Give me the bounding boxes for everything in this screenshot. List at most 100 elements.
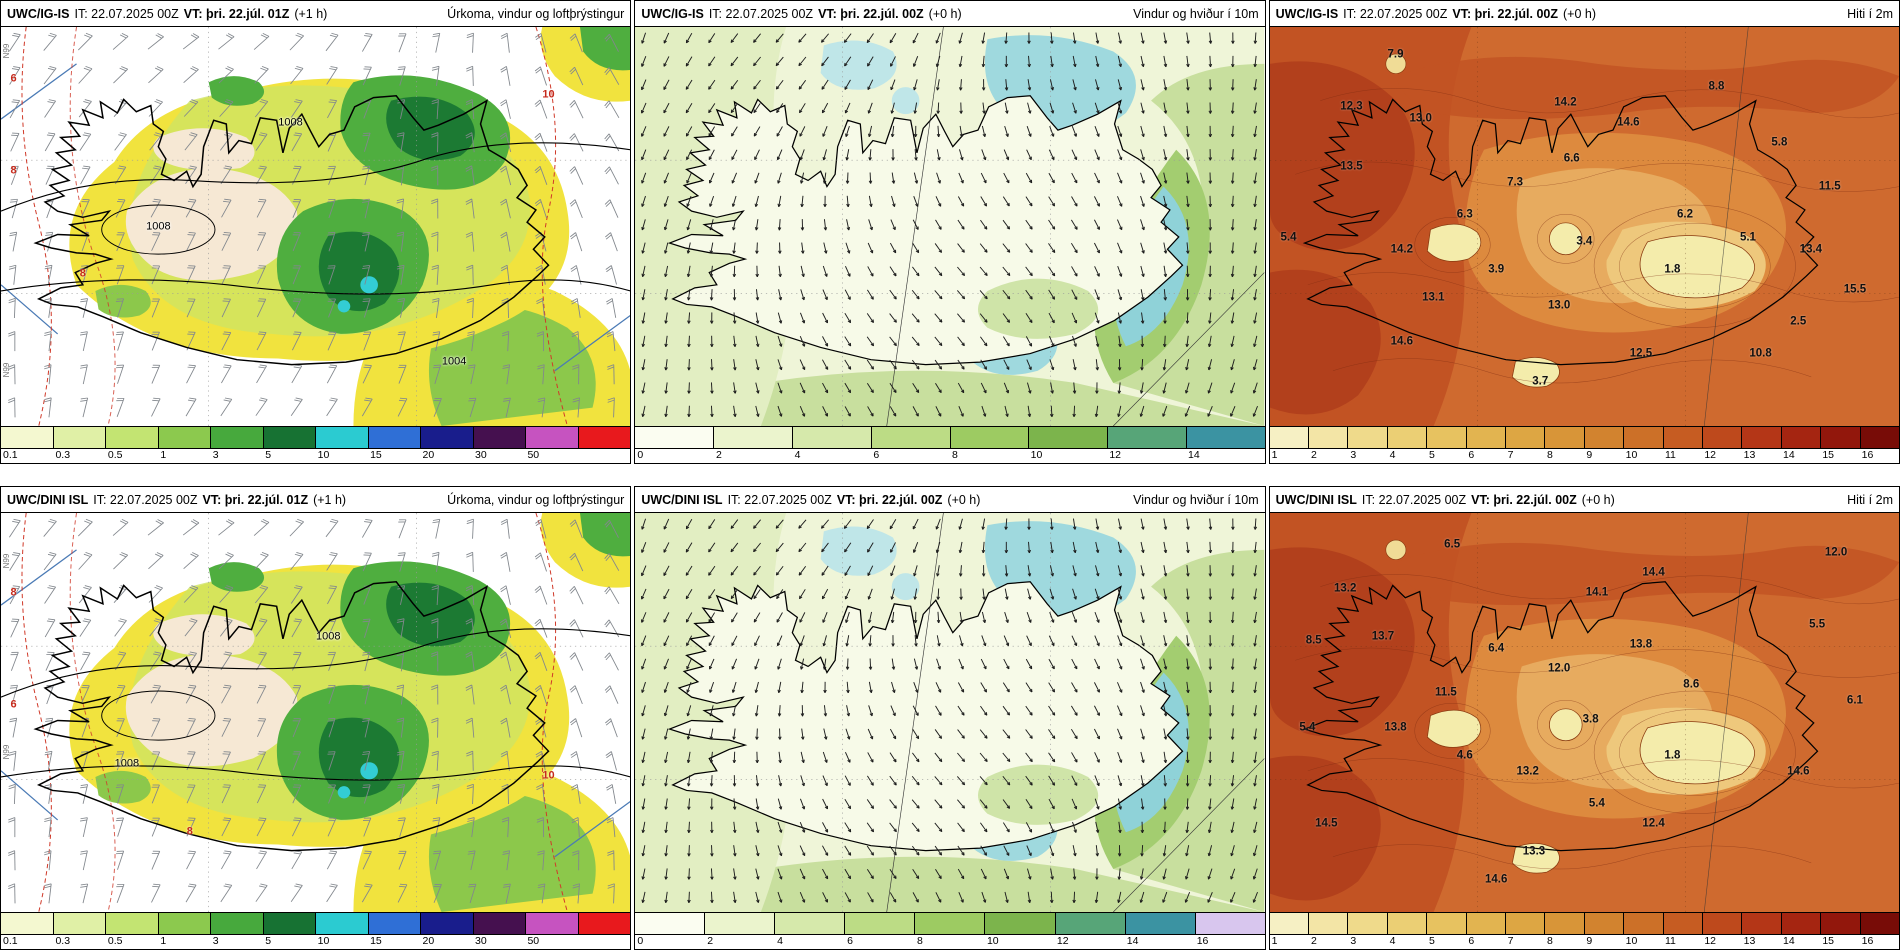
colorbar-tick-label: 12	[1109, 449, 1121, 461]
valid-time: VT: þri. 22.júl. 00Z	[818, 6, 924, 21]
colorbar-tick-label: 0	[637, 449, 644, 461]
colorbar-tick-label: 20	[422, 935, 435, 947]
colorbar-segment	[1029, 427, 1109, 448]
colorbar-tick-label: 10	[1625, 935, 1638, 947]
colorbar-tick-label: 15	[1822, 449, 1834, 461]
colorbar-tick-label: 10	[317, 935, 330, 947]
map-temp-dini: 6.5 12.0 13.2 14.1 14.4 5.5 8.5 13.7 6.4 12.0 13.8…	[1269, 512, 1899, 912]
colorbar-segment	[1309, 427, 1349, 448]
colorbar-segment	[1781, 427, 1822, 448]
colorbar-segment	[1195, 913, 1265, 934]
map-canvas	[1, 27, 630, 426]
colorbar-segment	[635, 427, 715, 448]
colorbar-tick-label: 12	[1704, 449, 1716, 461]
colorbar-segment	[53, 427, 107, 448]
colorbar-segment	[845, 913, 916, 934]
model-name: UWC/IG-IS	[641, 6, 704, 21]
colorbar-precipitation: 0.1 0.3 0.5 1 3 5 10 15 20 30 50	[1, 426, 631, 463]
valid-time: VT: þri. 22.júl. 00Z	[836, 492, 943, 507]
colorbar-tick-label: 10	[1030, 449, 1043, 461]
colorbar-tick-label: 2	[707, 935, 714, 947]
panel-wind-dini: UWC/DINI ISL IT: 22.07.2025 00Z VT: þri.…	[634, 486, 1266, 950]
colorbar-segment	[158, 913, 212, 934]
colorbar-tick-label: 13	[1743, 935, 1756, 947]
run-info: UWC/IG-IS IT: 22.07.2025 00Z VT: þri. 22…	[7, 7, 327, 21]
colorbar-tick-label: 4	[1389, 449, 1396, 461]
colorbar-tick-labels: 0 2 4 6 8 10 12 14	[635, 449, 1264, 463]
colorbar-temperature: 1 2 3 4 5 6 7 8 9 10 11 12 13 14 15 16	[1269, 426, 1899, 463]
colorbar-segment	[1348, 913, 1388, 934]
colorbar-segment	[1186, 427, 1265, 448]
colorbar-segment	[1, 427, 54, 448]
lead-time: (+0 h)	[947, 492, 981, 507]
colorbar-tick-label: 12	[1056, 935, 1069, 947]
map-precip-igis: 1008 1008 1004 6 8 8 10 N99 N99	[1, 26, 631, 426]
colorbar-segment	[106, 913, 159, 934]
colorbar-segment	[1108, 427, 1187, 448]
run-info: UWC/IG-IS IT: 22.07.2025 00Z VT: þri. 22…	[1276, 7, 1596, 21]
run-info: UWC/DINI ISL IT: 22.07.2025 00Z VT: þri.…	[1276, 493, 1615, 507]
colorbar-segments	[1269, 427, 1899, 449]
colorbar-segment	[1663, 913, 1703, 934]
colorbar-tick-label: 3	[212, 935, 219, 947]
colorbar-segment	[1545, 913, 1585, 934]
colorbar-tick-label: 10	[1625, 449, 1638, 461]
colorbar-segment	[1702, 427, 1743, 448]
panel-temp-dini: UWC/DINI ISL IT: 22.07.2025 00Z VT: þri.…	[1268, 486, 1900, 950]
colorbar-tick-label: 5	[1428, 449, 1435, 461]
temperature-map-art	[1270, 513, 1899, 912]
map-canvas	[1270, 27, 1899, 426]
colorbar-segment	[1781, 913, 1822, 934]
colorbar-segment	[1624, 427, 1664, 448]
colorbar-tick-label: 2	[715, 449, 722, 461]
panel-title: Úrkoma, vindur og loftþrýstingur	[447, 492, 625, 507]
colorbar-tick-labels: 0 2 4 6 8 10 12 14 16	[635, 935, 1264, 949]
colorbar-precipitation: 0.1 0.3 0.5 1 3 5 10 15 20 30 50	[1, 912, 631, 949]
panel-header: UWC/DINI ISL IT: 22.07.2025 00Z VT: þri.…	[1270, 487, 1899, 512]
colorbar-tick-label: 0.3	[55, 449, 71, 461]
colorbar-wind: 0 2 4 6 8 10 12 14	[635, 426, 1265, 463]
valid-time: VT: þri. 22.júl. 00Z	[1471, 492, 1577, 507]
colorbar-wind: 0 2 4 6 8 10 12 14 16	[635, 912, 1265, 949]
colorbar-tick-label: 10	[986, 935, 999, 947]
colorbar-tick-label: 20	[422, 449, 435, 461]
colorbar-segment	[578, 427, 631, 448]
panel-header: UWC/IG-IS IT: 22.07.2025 00Z VT: þri. 22…	[635, 1, 1264, 26]
colorbar-segment	[1387, 427, 1428, 448]
colorbar-segment	[211, 913, 264, 934]
colorbar-segment	[1584, 427, 1625, 448]
colorbar-tick-label: 1	[160, 449, 167, 461]
colorbar-segment	[985, 913, 1056, 934]
colorbar-segment	[1506, 427, 1546, 448]
panel-title: Vindur og hviður í 10m	[1133, 6, 1259, 21]
panel-header: UWC/DINI ISL IT: 22.07.2025 00Z VT: þri.…	[635, 487, 1264, 512]
colorbar-tick-label: 3	[1350, 935, 1357, 947]
colorbar-segment	[316, 913, 369, 934]
colorbar-segment	[1860, 427, 1899, 448]
panel-title: Hiti í 2m	[1847, 492, 1893, 507]
map-canvas	[635, 27, 1264, 426]
colorbar-tick-label: 14	[1126, 935, 1139, 947]
colorbar-segment	[368, 913, 422, 934]
colorbar-tick-label: 3	[1350, 449, 1357, 461]
lead-time: (+0 h)	[1563, 6, 1597, 21]
colorbar-segment	[1860, 913, 1899, 934]
colorbar-segment	[316, 427, 369, 448]
map-wind-igis	[635, 26, 1265, 426]
colorbar-tick-label: 14	[1782, 449, 1795, 461]
colorbar-segments	[635, 913, 1265, 935]
colorbar-tick-label: 0.1	[3, 935, 18, 947]
precipitation-map-art	[1, 27, 630, 426]
colorbar-segment	[1, 913, 54, 934]
row-dini: UWC/DINI ISL IT: 22.07.2025 00Z VT: þri.…	[0, 486, 1900, 950]
map-canvas	[1, 513, 630, 912]
panel-title: Hiti í 2m	[1847, 6, 1893, 21]
colorbar-tick-label: 0.3	[55, 935, 71, 947]
colorbar-tick-label: 50	[527, 449, 540, 461]
lead-time: (+0 h)	[1581, 492, 1615, 507]
colorbar-segment	[421, 913, 474, 934]
map-canvas	[635, 513, 1264, 912]
colorbar-tick-label: 6	[847, 935, 853, 947]
colorbar-segment	[1427, 913, 1467, 934]
valid-time: VT: þri. 22.júl. 00Z	[1452, 6, 1558, 21]
